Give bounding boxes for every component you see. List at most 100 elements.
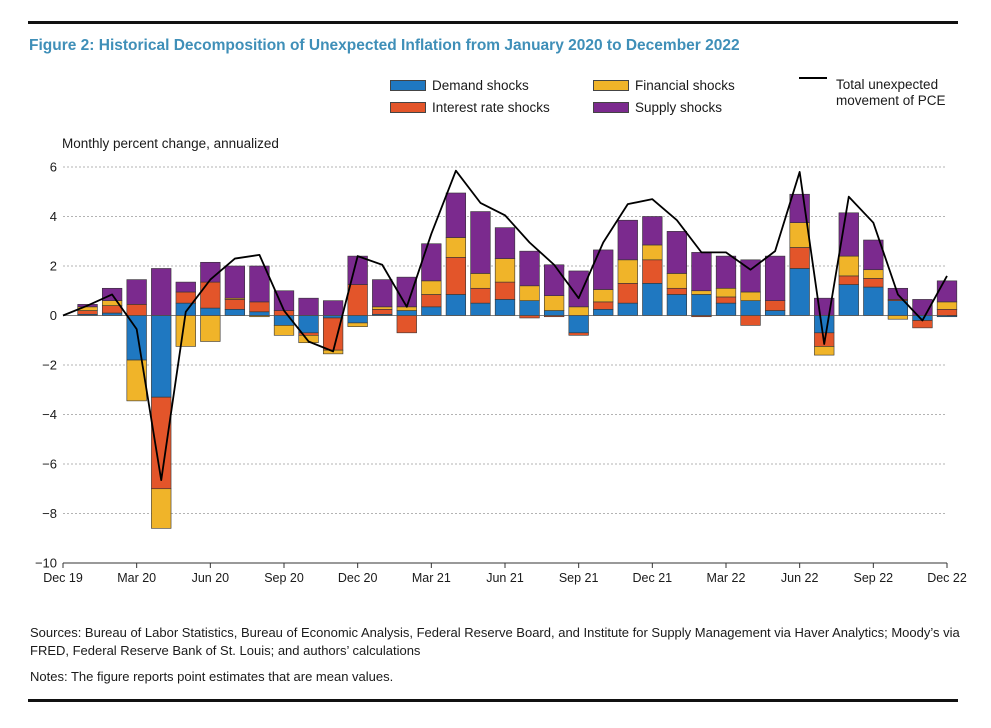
bar-supply bbox=[666, 231, 688, 274]
bar-interest bbox=[372, 309, 393, 315]
bar-financial bbox=[273, 325, 295, 336]
bar-interest bbox=[396, 315, 417, 334]
x-tick-label: Sep 20 bbox=[264, 571, 304, 585]
legend-financial: Financial shocks bbox=[593, 78, 735, 93]
bar-demand bbox=[740, 300, 761, 316]
legend-financial-swatch bbox=[593, 80, 629, 91]
legend-supply-swatch bbox=[593, 102, 629, 113]
bar-demand bbox=[445, 294, 467, 316]
bar-demand bbox=[543, 310, 565, 316]
bar-financial bbox=[126, 359, 147, 402]
bar-supply bbox=[519, 250, 540, 287]
y-tick-label: 2 bbox=[50, 259, 57, 274]
legend-interest-label: Interest rate shocks bbox=[432, 100, 550, 115]
top-rule bbox=[28, 21, 958, 24]
bar-interest bbox=[224, 299, 246, 310]
bar-financial bbox=[200, 315, 221, 342]
x-tick-label: Dec 22 bbox=[927, 571, 967, 585]
bar-interest bbox=[421, 294, 442, 308]
bar-supply bbox=[642, 216, 663, 246]
bar-supply bbox=[543, 264, 565, 297]
legend-total bbox=[799, 77, 836, 79]
x-tick-label: Sep 21 bbox=[559, 571, 599, 585]
x-tick-label: Mar 21 bbox=[412, 571, 451, 585]
bar-interest bbox=[666, 287, 688, 295]
bar-demand bbox=[568, 315, 589, 334]
bar-interest bbox=[593, 301, 614, 310]
bar-interest bbox=[249, 301, 270, 313]
bar-demand bbox=[126, 315, 147, 361]
y-tick-label: −8 bbox=[42, 506, 57, 521]
bar-demand bbox=[200, 307, 221, 316]
bar-demand bbox=[691, 294, 712, 316]
legend-supply-label: Supply shocks bbox=[635, 100, 723, 115]
bar-demand bbox=[838, 284, 859, 316]
total-pce-line bbox=[62, 169, 948, 481]
y-tick-label: 0 bbox=[50, 308, 57, 323]
y-tick-label: −2 bbox=[42, 358, 57, 373]
legend-supply: Supply shocks bbox=[593, 100, 722, 115]
notes-text: Notes: The figure reports point estimate… bbox=[30, 669, 394, 684]
bar-financial bbox=[494, 258, 516, 283]
bar-interest bbox=[789, 247, 810, 269]
y-tick-label: −6 bbox=[42, 457, 57, 472]
bar-supply bbox=[494, 227, 516, 259]
bar-interest bbox=[740, 315, 761, 326]
bar-financial bbox=[175, 315, 196, 347]
bar-interest bbox=[470, 287, 491, 304]
y-tick-label: −4 bbox=[42, 407, 57, 422]
bar-financial bbox=[470, 273, 491, 289]
bar-supply bbox=[863, 239, 884, 271]
bar-interest bbox=[200, 281, 221, 309]
bar-financial bbox=[887, 315, 909, 320]
bar-supply bbox=[372, 279, 393, 308]
bar-interest bbox=[347, 284, 368, 316]
x-tick-label: Dec 21 bbox=[633, 571, 673, 585]
bar-supply bbox=[593, 249, 614, 290]
bar-interest bbox=[101, 305, 123, 314]
y-tick-label: 4 bbox=[50, 209, 57, 224]
bar-interest bbox=[912, 320, 933, 329]
bar-demand bbox=[494, 299, 516, 316]
bar-demand bbox=[666, 294, 688, 316]
legend-total-label: Total unexpected movement of PCE bbox=[836, 77, 946, 108]
bar-supply bbox=[470, 211, 491, 274]
bar-interest bbox=[617, 283, 638, 304]
x-tick-label: Mar 20 bbox=[117, 571, 156, 585]
bar-demand bbox=[642, 283, 663, 316]
bar-financial bbox=[838, 255, 859, 277]
y-tick-label: 6 bbox=[50, 160, 57, 175]
bar-demand bbox=[151, 315, 172, 398]
bar-supply bbox=[421, 243, 442, 282]
bar-interest bbox=[764, 300, 786, 311]
bar-financial bbox=[740, 291, 761, 301]
x-tick-label: Sep 22 bbox=[854, 571, 894, 585]
bar-interest bbox=[568, 332, 589, 336]
bar-demand bbox=[863, 286, 884, 316]
bar-supply bbox=[764, 255, 786, 301]
bar-financial bbox=[445, 237, 467, 258]
bar-interest bbox=[715, 296, 737, 304]
bar-interest bbox=[838, 275, 859, 285]
bar-interest bbox=[642, 259, 663, 284]
legend-total-swatch bbox=[799, 77, 827, 79]
bar-supply bbox=[715, 255, 737, 289]
y-tick-label: −10 bbox=[35, 556, 57, 571]
bar-financial bbox=[421, 280, 442, 295]
legend-financial-label: Financial shocks bbox=[635, 78, 735, 93]
bar-supply bbox=[322, 300, 344, 316]
x-tick-label: Mar 22 bbox=[707, 571, 746, 585]
bar-financial bbox=[347, 322, 368, 327]
bar-stacks bbox=[77, 192, 958, 529]
bar-demand bbox=[470, 302, 491, 316]
bar-interest bbox=[77, 310, 98, 315]
legend-demand-label: Demand shocks bbox=[432, 78, 529, 93]
x-tick-label: Dec 20 bbox=[338, 571, 378, 585]
bar-financial bbox=[642, 244, 663, 261]
bar-supply bbox=[396, 276, 417, 308]
x-tick-label: Dec 19 bbox=[43, 571, 83, 585]
bar-financial bbox=[298, 334, 319, 344]
bar-demand bbox=[789, 268, 810, 316]
bar-supply bbox=[249, 265, 270, 303]
bar-supply bbox=[936, 280, 958, 303]
